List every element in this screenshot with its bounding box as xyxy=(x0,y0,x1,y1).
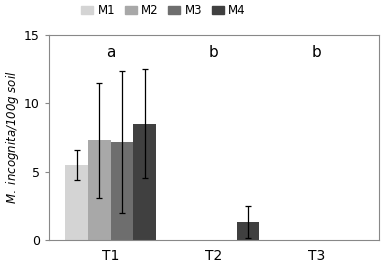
Y-axis label: $M.$ $incognita$/100g soil: $M.$ $incognita$/100g soil xyxy=(4,71,21,204)
Bar xyxy=(88,140,111,240)
Text: a: a xyxy=(106,45,115,60)
Bar xyxy=(237,222,259,240)
Bar xyxy=(65,165,88,240)
Text: b: b xyxy=(209,45,219,60)
Bar xyxy=(133,124,156,240)
Legend: M1, M2, M3, M4: M1, M2, M3, M4 xyxy=(81,4,246,17)
Text: b: b xyxy=(312,45,322,60)
Bar xyxy=(111,142,133,240)
